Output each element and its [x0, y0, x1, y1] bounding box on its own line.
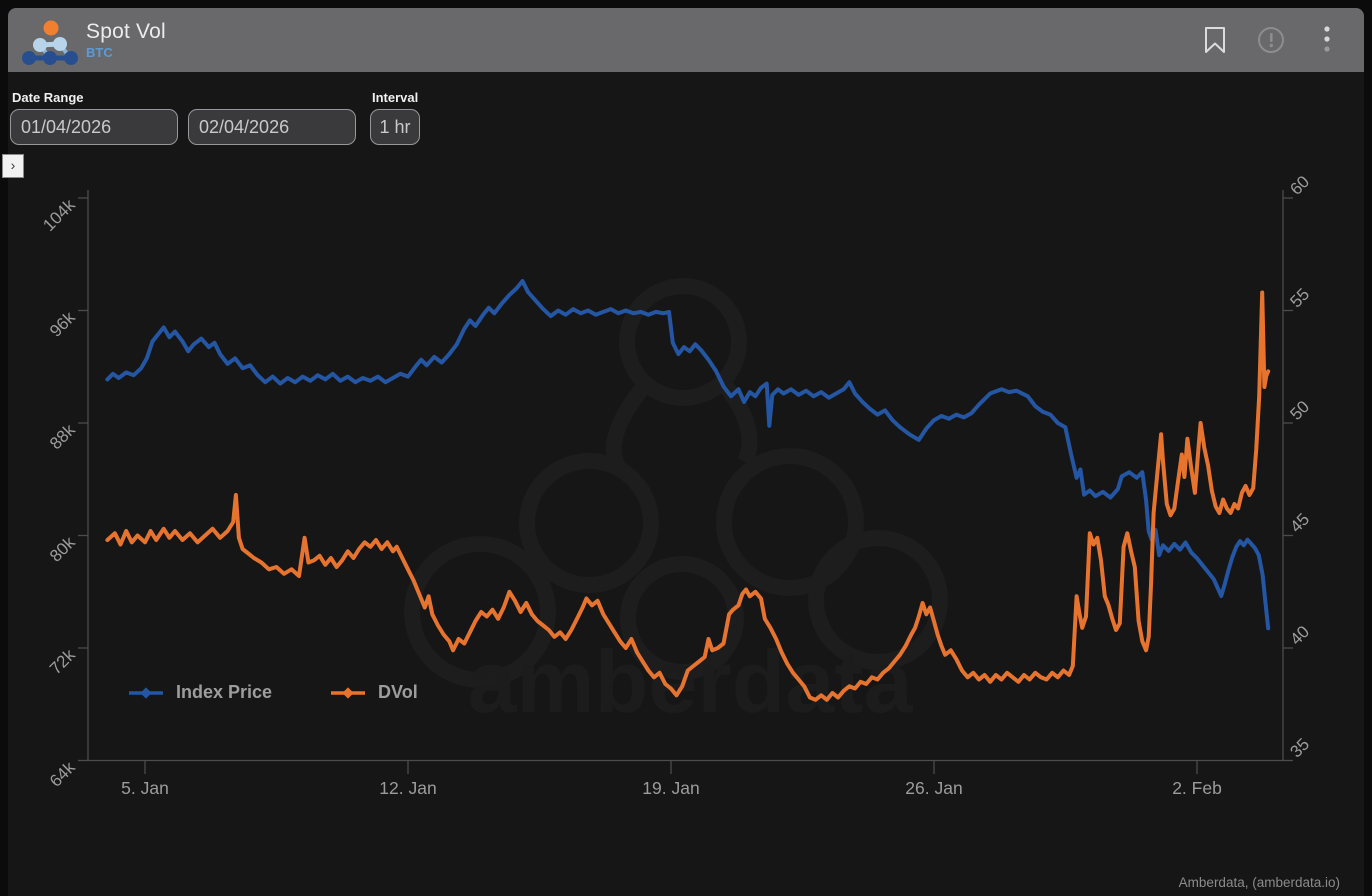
y-left-tick: 64k	[46, 758, 79, 791]
interval-label: Interval	[372, 90, 419, 105]
y-left-tick: 80k	[46, 533, 79, 566]
x-tick: 19. Jan	[642, 778, 699, 798]
y-left-tick: 88k	[46, 420, 79, 453]
date-from-input[interactable]	[10, 109, 178, 145]
axis-frame	[78, 190, 1293, 774]
info-icon[interactable]	[1256, 25, 1286, 55]
panel-expand-toggle[interactable]: ›	[2, 154, 24, 178]
asset-subtitle: BTC	[86, 44, 113, 60]
widget-header: Spot Vol BTC	[8, 8, 1364, 72]
spot-vol-chart: amberdata 104k 96k 88k 80k	[39, 172, 1313, 798]
y-right-tick: 55	[1286, 285, 1313, 312]
date-range-label: Date Range	[12, 90, 84, 105]
dvol-legend-marker	[331, 686, 366, 699]
page-title: Spot Vol	[86, 19, 166, 43]
index-price-line[interactable]	[105, 279, 1271, 631]
interval-button[interactable]: 1 hr	[370, 109, 420, 145]
legend-item-dvol[interactable]: DVol	[330, 682, 418, 703]
y-right-tick: 50	[1286, 397, 1313, 424]
attribution-text: Amberdata, (amberdata.io)	[1178, 875, 1340, 890]
legend-item-index-price[interactable]: Index Price	[128, 682, 272, 703]
spot-vol-widget: Spot Vol BTC	[2, 8, 1364, 896]
y-right-tick: 60	[1286, 172, 1313, 199]
legend-label: Index Price	[176, 682, 273, 702]
watermark-text: amberdata	[467, 632, 913, 731]
x-tick: 26. Jan	[905, 778, 962, 798]
chart-controls: Date Range Interval 1 hr	[8, 80, 1364, 145]
y-left-tick: 72k	[46, 645, 79, 678]
index-price-legend-marker	[129, 686, 163, 699]
kebab-menu-icon[interactable]	[1312, 25, 1342, 55]
amberdata-watermark: amberdata	[404, 278, 948, 731]
x-tick: 12. Jan	[379, 778, 436, 798]
date-to-input[interactable]	[188, 109, 356, 145]
y-axis-right-labels: 60 55 50 45 40 35	[1286, 172, 1313, 761]
y-left-tick: 104k	[39, 195, 79, 235]
dvol-line[interactable]	[105, 290, 1271, 702]
bookmark-icon[interactable]	[1200, 25, 1230, 55]
x-axis-labels: 5. Jan 12. Jan 19. Jan 26. Jan 2. Feb	[121, 778, 1222, 798]
legend-label: DVol	[378, 682, 418, 702]
x-tick: 2. Feb	[1172, 778, 1222, 798]
y-right-tick: 40	[1286, 622, 1313, 649]
y-right-tick: 45	[1286, 510, 1313, 537]
y-axis-left-labels: 104k 96k 88k 80k 72k 64k	[39, 195, 79, 791]
chart-legend: Index Price DVol	[128, 682, 418, 703]
amberdata-logo	[22, 20, 78, 65]
y-left-tick: 96k	[46, 308, 79, 341]
y-right-tick: 35	[1286, 735, 1313, 762]
x-tick: 5. Jan	[121, 778, 169, 798]
